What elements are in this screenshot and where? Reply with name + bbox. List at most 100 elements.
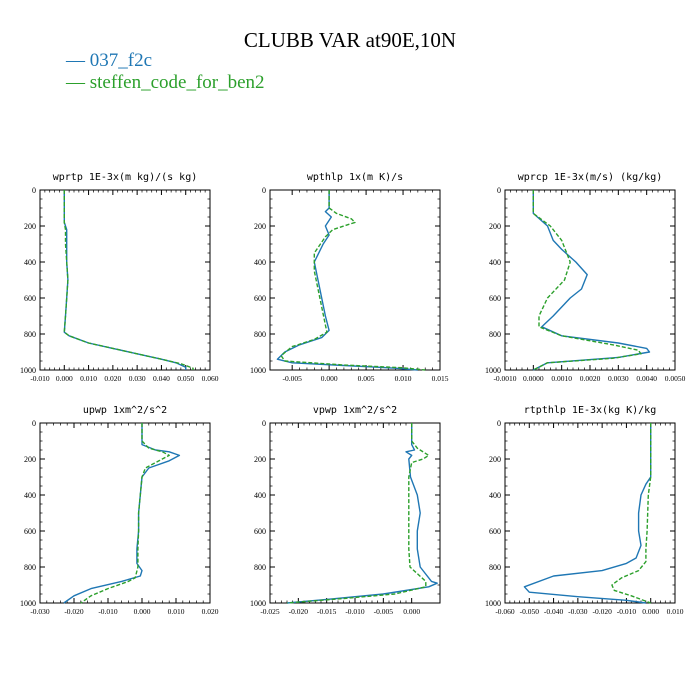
series-line-1 xyxy=(532,190,651,371)
series-line-2 xyxy=(611,423,652,604)
y-tick-label: 0 xyxy=(32,419,36,428)
x-tick-label: 0.010 xyxy=(667,607,684,616)
x-tick-label: 0.0000 xyxy=(523,374,544,383)
panel-1: wprtp 1E-3x(m kg)/(s kg) -0.010 0.000 0.010… xyxy=(20,172,219,383)
x-tick-label: -0.050 xyxy=(520,607,540,616)
y-tick-label: 800 xyxy=(254,563,266,572)
x-tick-label: 0.0050 xyxy=(665,374,686,383)
y-tick-label: 600 xyxy=(24,527,36,536)
x-tick-label: 0.0010 xyxy=(551,374,572,383)
y-tick-label: 400 xyxy=(24,258,36,267)
series-line-1 xyxy=(63,190,187,370)
y-tick-label: 400 xyxy=(489,491,501,500)
x-tick-label: -0.010 xyxy=(98,607,118,616)
series-line-2 xyxy=(280,190,426,371)
series-line-1 xyxy=(276,190,418,371)
page-title: CLUBB VAR at90E,10N xyxy=(243,28,457,52)
x-tick-label: 0.020 xyxy=(202,607,219,616)
x-tick-label: 0.015 xyxy=(432,374,449,383)
y-tick-label: 1000 xyxy=(20,599,36,608)
legend-entry-1: — 037_f2c xyxy=(66,50,265,72)
y-tick-label: 800 xyxy=(24,330,36,339)
y-tick-label: 1000 xyxy=(250,599,266,608)
x-tick-label: -0.025 xyxy=(260,607,280,616)
panel-title: vpwp 1xm^2/s^2 xyxy=(313,405,397,416)
x-tick-label: -0.020 xyxy=(64,607,84,616)
y-tick-label: 400 xyxy=(489,258,501,267)
x-tick-label: 0.010 xyxy=(395,374,412,383)
panel-title: upwp 1xm^2/s^2 xyxy=(83,405,167,416)
y-tick-label: 400 xyxy=(24,491,36,500)
series-line-1 xyxy=(523,423,652,604)
y-tick-label: 200 xyxy=(489,222,501,231)
y-tick-label: 200 xyxy=(24,222,36,231)
x-tick-label: -0.010 xyxy=(345,607,365,616)
y-tick-label: 1000 xyxy=(485,599,501,608)
x-tick-label: 0.020 xyxy=(104,374,121,383)
x-tick-label: -0.060 xyxy=(495,607,515,616)
y-tick-label: 600 xyxy=(489,294,501,303)
panel-frame xyxy=(504,422,676,604)
y-tick-label: 600 xyxy=(254,294,266,303)
y-tick-label: 200 xyxy=(489,455,501,464)
legend-entry-2: — steffen_code_for_ben2 xyxy=(66,72,265,94)
x-tick-label: 0.005 xyxy=(358,374,375,383)
x-tick-label: 0.000 xyxy=(642,607,659,616)
legend: — 037_f2c — steffen_code_for_ben2 xyxy=(66,50,265,94)
series-line-2 xyxy=(286,423,430,604)
y-tick-label: 600 xyxy=(489,527,501,536)
panel-5: vpwp 1xm^2/s^2 -0.025 -0.020 -0.015 -0.010 -0… xyxy=(250,405,441,616)
y-tick-label: 1000 xyxy=(20,366,36,375)
x-tick-label: 0.060 xyxy=(202,374,219,383)
panel-frame xyxy=(39,189,211,371)
y-tick-label: 200 xyxy=(254,455,266,464)
legend-swatch-1: — xyxy=(66,50,90,71)
panel-frame xyxy=(504,189,676,371)
y-tick-label: 600 xyxy=(24,294,36,303)
panel-title: rtpthlp 1E-3x(kg K)/kg xyxy=(524,405,656,416)
y-tick-label: 400 xyxy=(254,491,266,500)
series-line-2 xyxy=(80,423,170,604)
panel-title: wpthlp 1x(m K)/s xyxy=(307,172,403,183)
y-tick-label: 200 xyxy=(24,455,36,464)
panel-3: wprcp 1E-3x(m/s) (kg/kg) -0.0010 0.0000 0.0… xyxy=(485,172,686,383)
x-tick-label: 0.000 xyxy=(134,607,151,616)
panel-4: upwp 1xm^2/s^2 -0.030 -0.020 -0.010 0.000 0.0… xyxy=(20,405,219,616)
panel-6: rtpthlp 1E-3x(kg K)/kg -0.060 -0.050 -0.040… xyxy=(485,405,684,616)
y-tick-label: 1000 xyxy=(250,366,266,375)
x-tick-label: -0.030 xyxy=(568,607,588,616)
series-line-2 xyxy=(532,190,642,371)
series-line-2 xyxy=(63,190,194,370)
y-tick-label: 800 xyxy=(489,330,501,339)
y-tick-label: 800 xyxy=(489,563,501,572)
x-tick-label: 0.0040 xyxy=(636,374,657,383)
y-tick-label: 0 xyxy=(497,186,501,195)
x-tick-label: -0.010 xyxy=(30,374,50,383)
x-tick-label: 0.000 xyxy=(403,607,420,616)
x-tick-label: 0.040 xyxy=(153,374,170,383)
panel-frame xyxy=(269,189,441,371)
x-tick-label: 0.010 xyxy=(80,374,97,383)
x-tick-label: -0.010 xyxy=(617,607,637,616)
x-tick-label: 0.000 xyxy=(321,374,338,383)
x-tick-label: -0.040 xyxy=(544,607,564,616)
y-tick-label: 0 xyxy=(497,419,501,428)
y-tick-label: 200 xyxy=(254,222,266,231)
y-tick-label: 400 xyxy=(254,258,266,267)
y-tick-label: 800 xyxy=(24,563,36,572)
legend-label-2: steffen_code_for_ben2 xyxy=(89,72,265,93)
series-line-1 xyxy=(286,423,438,604)
x-tick-label: 0.050 xyxy=(177,374,194,383)
series-line-1 xyxy=(63,423,181,604)
y-tick-label: 0 xyxy=(32,186,36,195)
y-tick-label: 0 xyxy=(262,419,266,428)
panel-title: wprtp 1E-3x(m kg)/(s kg) xyxy=(53,172,198,183)
legend-label-1: 037_f2c xyxy=(89,50,153,71)
x-tick-label: 0.000 xyxy=(56,374,73,383)
x-tick-label: -0.020 xyxy=(592,607,612,616)
x-tick-label: -0.0010 xyxy=(493,374,516,383)
y-tick-label: 1000 xyxy=(485,366,501,375)
panel-title: wprcp 1E-3x(m/s) (kg/kg) xyxy=(518,172,663,183)
panel-frame xyxy=(39,422,211,604)
